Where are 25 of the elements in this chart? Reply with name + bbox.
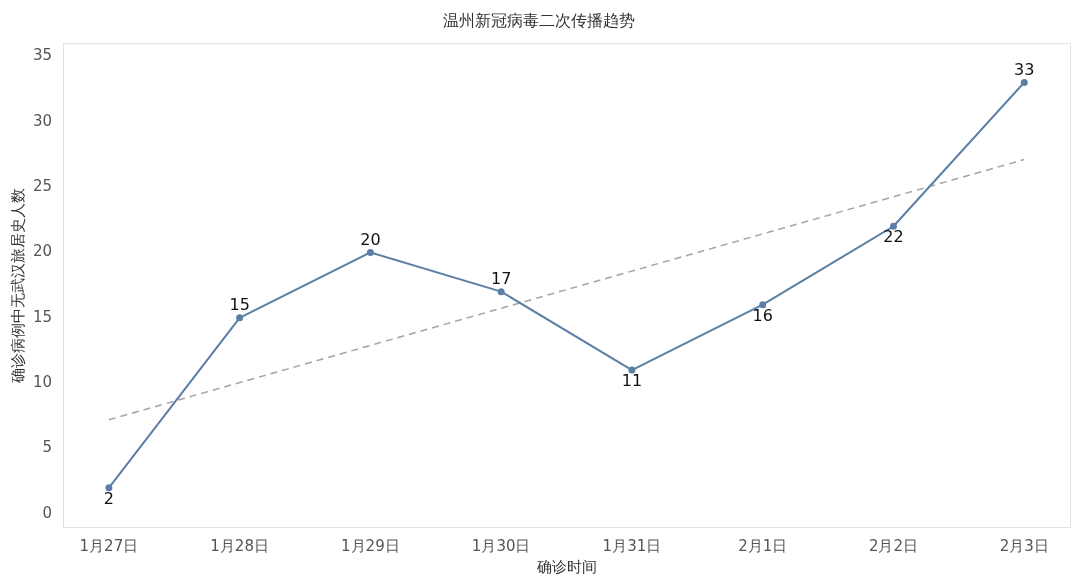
y-tick-label: 20 (32, 242, 53, 261)
data-label: 33 (1014, 59, 1035, 79)
y-tick-label: 0 (42, 503, 53, 522)
x-axis-title: 确诊时间 (535, 557, 597, 576)
x-tick-label: 2月2日 (868, 536, 919, 555)
data-label: 11 (621, 371, 643, 391)
y-tick-label: 35 (32, 46, 53, 65)
x-tick-label: 1月28日 (210, 536, 269, 555)
x-tick-label: 1月30日 (471, 536, 531, 555)
x-tick-label: 2月1日 (738, 536, 788, 555)
x-tick-label: 2月3日 (999, 536, 1049, 555)
data-label: 22 (883, 227, 904, 247)
y-tick-label: 5 (42, 438, 53, 457)
y-axis-title: 确诊病例中无武汉旅居史人数 (8, 187, 27, 384)
data-label: 20 (360, 229, 381, 249)
y-tick-label: 15 (32, 307, 53, 326)
y-tick-label: 10 (32, 373, 53, 392)
y-tick-label: 25 (32, 176, 53, 195)
x-tick-label: 1月31日 (602, 536, 662, 555)
y-tick-label: 30 (32, 111, 53, 130)
x-tick-label: 1月29日 (341, 536, 400, 555)
x-tick-label: 1月27日 (79, 536, 139, 555)
data-label: 17 (490, 268, 512, 288)
chart-title: 温州新冠病毒二次传播趋势 (443, 10, 635, 30)
data-label: 15 (229, 294, 250, 314)
